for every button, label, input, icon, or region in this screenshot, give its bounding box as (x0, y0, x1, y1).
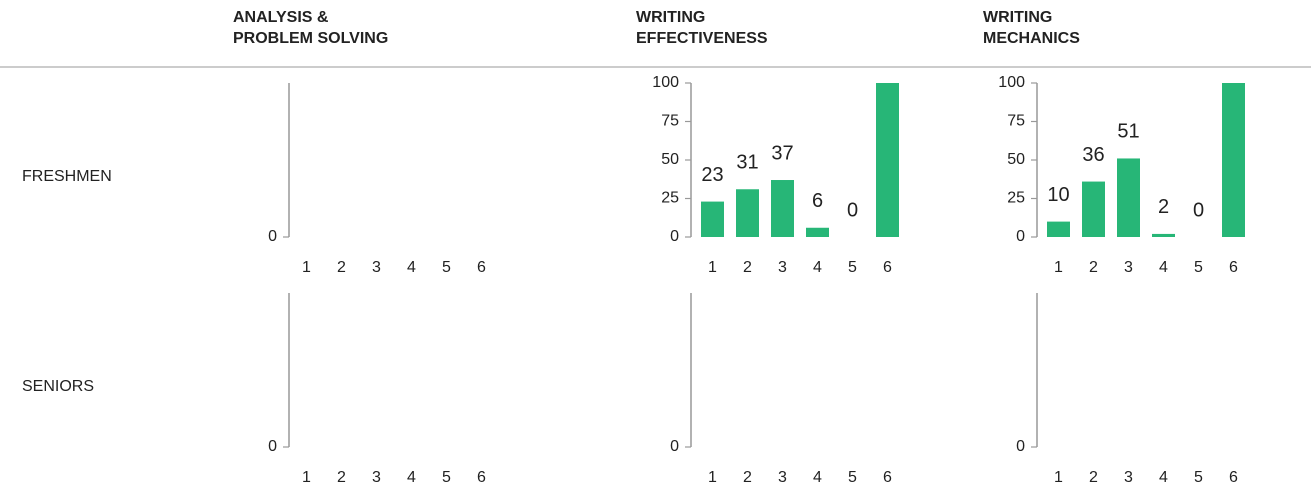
x-tick-label: 3 (1124, 469, 1133, 486)
value-label: 10 (1047, 184, 1069, 206)
y-tick-label: 0 (1016, 228, 1025, 245)
x-tick-label: 2 (743, 469, 752, 486)
row-label: SENIORS (22, 378, 94, 395)
x-tick-label: 5 (1194, 259, 1203, 276)
y-tick-label: 100 (998, 74, 1025, 91)
value-label: 51 (1117, 121, 1139, 143)
bar (1222, 83, 1245, 237)
x-tick-label: 6 (477, 469, 486, 486)
x-tick-label: 1 (302, 259, 311, 276)
value-label: 37 (771, 142, 793, 164)
row-label: FRESHMEN (22, 168, 112, 185)
value-label: 31 (736, 152, 758, 174)
column-header: EFFECTIVENESS (636, 30, 768, 47)
y-tick-label: 100 (652, 74, 679, 91)
y-tick-label: 0 (268, 228, 277, 245)
column-header: MECHANICS (983, 30, 1080, 47)
y-tick-label: 0 (268, 438, 277, 455)
value-label: 0 (847, 199, 858, 221)
value-label: 0 (1193, 199, 1204, 221)
bar (736, 189, 759, 237)
column-header: ANALYSIS & (233, 9, 329, 26)
x-tick-label: 3 (372, 259, 381, 276)
x-tick-label: 4 (407, 259, 416, 276)
value-label: 23 (701, 164, 723, 186)
x-tick-label: 1 (1054, 259, 1063, 276)
x-tick-label: 6 (477, 259, 486, 276)
x-tick-label: 6 (883, 259, 892, 276)
x-tick-label: 4 (1159, 469, 1168, 486)
x-tick-label: 2 (337, 469, 346, 486)
x-tick-label: 4 (1159, 259, 1168, 276)
x-tick-label: 2 (337, 259, 346, 276)
x-tick-label: 3 (778, 469, 787, 486)
x-tick-label: 1 (708, 469, 717, 486)
x-tick-label: 5 (1194, 469, 1203, 486)
x-tick-label: 3 (778, 259, 787, 276)
x-tick-label: 1 (1054, 469, 1063, 486)
bar (1082, 181, 1105, 237)
x-tick-label: 5 (442, 469, 451, 486)
y-tick-label: 0 (670, 438, 679, 455)
x-tick-label: 6 (883, 469, 892, 486)
y-tick-label: 25 (661, 190, 679, 207)
x-tick-label: 2 (1089, 259, 1098, 276)
bar (701, 201, 724, 237)
y-tick-label: 50 (1007, 151, 1025, 168)
bar (1117, 158, 1140, 237)
x-tick-label: 3 (372, 469, 381, 486)
x-tick-label: 5 (442, 259, 451, 276)
x-tick-label: 6 (1229, 469, 1238, 486)
y-tick-label: 50 (661, 151, 679, 168)
column-header: WRITING (983, 9, 1052, 26)
y-tick-label: 0 (670, 228, 679, 245)
bar (771, 180, 794, 237)
value-label: 2 (1158, 196, 1169, 218)
x-tick-label: 4 (813, 259, 822, 276)
x-tick-label: 1 (302, 469, 311, 486)
x-tick-label: 5 (848, 469, 857, 486)
y-tick-label: 25 (1007, 190, 1025, 207)
x-tick-label: 3 (1124, 259, 1133, 276)
column-header: WRITING (636, 9, 705, 26)
x-tick-label: 4 (813, 469, 822, 486)
bar (1047, 221, 1070, 237)
bar (1152, 233, 1175, 237)
y-tick-label: 0 (1016, 438, 1025, 455)
bar (876, 83, 899, 237)
bar (806, 227, 829, 237)
y-tick-label: 75 (661, 113, 679, 130)
x-tick-label: 5 (848, 259, 857, 276)
value-label: 36 (1082, 144, 1104, 166)
x-tick-label: 1 (708, 259, 717, 276)
x-tick-label: 4 (407, 469, 416, 486)
x-tick-label: 6 (1229, 259, 1238, 276)
x-tick-label: 2 (1089, 469, 1098, 486)
x-tick-label: 2 (743, 259, 752, 276)
column-header: PROBLEM SOLVING (233, 30, 388, 47)
y-tick-label: 75 (1007, 113, 1025, 130)
value-label: 6 (812, 190, 823, 212)
